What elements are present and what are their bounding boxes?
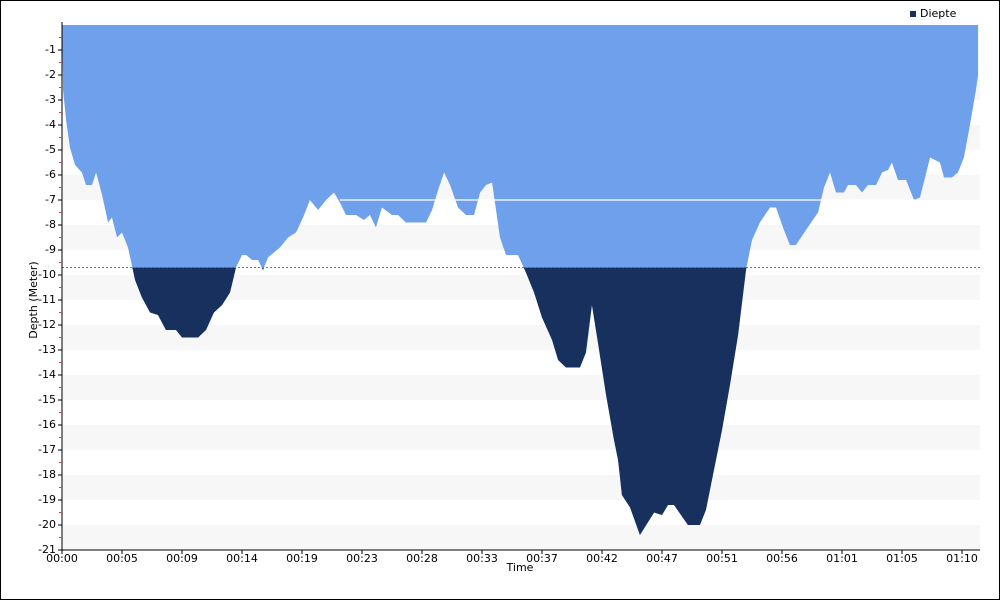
y-tick-label: -19 bbox=[38, 493, 56, 506]
y-tick-label: -13 bbox=[38, 343, 56, 356]
y-tick-label: -16 bbox=[38, 418, 56, 431]
y-tick-label: -8 bbox=[45, 218, 56, 231]
y-tick-label: -5 bbox=[45, 143, 56, 156]
x-tick-label: 00:19 bbox=[286, 552, 318, 565]
x-tick-label: 01:10 bbox=[946, 552, 978, 565]
x-tick-label: 00:09 bbox=[166, 552, 198, 565]
x-tick-label: 00:56 bbox=[766, 552, 798, 565]
y-tick-label: -21 bbox=[38, 543, 56, 556]
y-tick-label: -2 bbox=[45, 68, 56, 81]
x-tick-label: 00:33 bbox=[466, 552, 498, 565]
x-tick-label: 00:37 bbox=[526, 552, 558, 565]
x-axis-label: Time bbox=[506, 561, 534, 574]
grid-band bbox=[62, 525, 980, 550]
x-tick-label: 00:23 bbox=[346, 552, 378, 565]
y-tick-label: -20 bbox=[38, 518, 56, 531]
legend-label: Diepte bbox=[920, 7, 957, 20]
grid-band bbox=[62, 325, 980, 350]
deep-area bbox=[132, 267, 747, 535]
x-tick-label: 00:14 bbox=[226, 552, 258, 565]
x-tick-label: 01:05 bbox=[886, 552, 918, 565]
y-axis-label: Depth (Meter) bbox=[27, 261, 40, 338]
y-tick-label: -17 bbox=[38, 443, 56, 456]
x-tick-label: 00:42 bbox=[586, 552, 618, 565]
y-tick-label: -9 bbox=[45, 243, 56, 256]
y-tick-label: -15 bbox=[38, 393, 56, 406]
depth-area bbox=[62, 25, 979, 535]
y-tick-label: -7 bbox=[45, 193, 56, 206]
grid-band bbox=[62, 475, 980, 500]
y-tick-label: -11 bbox=[38, 293, 56, 306]
legend-swatch bbox=[910, 11, 916, 17]
y-tick-label: -1 bbox=[45, 43, 56, 56]
y-tick-label: -18 bbox=[38, 468, 56, 481]
y-tick-label: -10 bbox=[38, 268, 56, 281]
x-tick-label: 01:01 bbox=[826, 552, 858, 565]
x-tick-label: 00:51 bbox=[706, 552, 738, 565]
y-tick-label: -6 bbox=[45, 168, 56, 181]
grid-band bbox=[62, 375, 980, 400]
x-tick-label: 00:28 bbox=[406, 552, 438, 565]
y-tick-label: -3 bbox=[45, 93, 56, 106]
x-tick-label: 00:05 bbox=[106, 552, 138, 565]
y-tick-label: -12 bbox=[38, 318, 56, 331]
y-tick-label: -4 bbox=[45, 118, 56, 131]
x-tick-label: 00:00 bbox=[46, 552, 78, 565]
y-tick-label: -14 bbox=[38, 368, 56, 381]
x-tick-label: 00:47 bbox=[646, 552, 678, 565]
grid-band bbox=[62, 425, 980, 450]
